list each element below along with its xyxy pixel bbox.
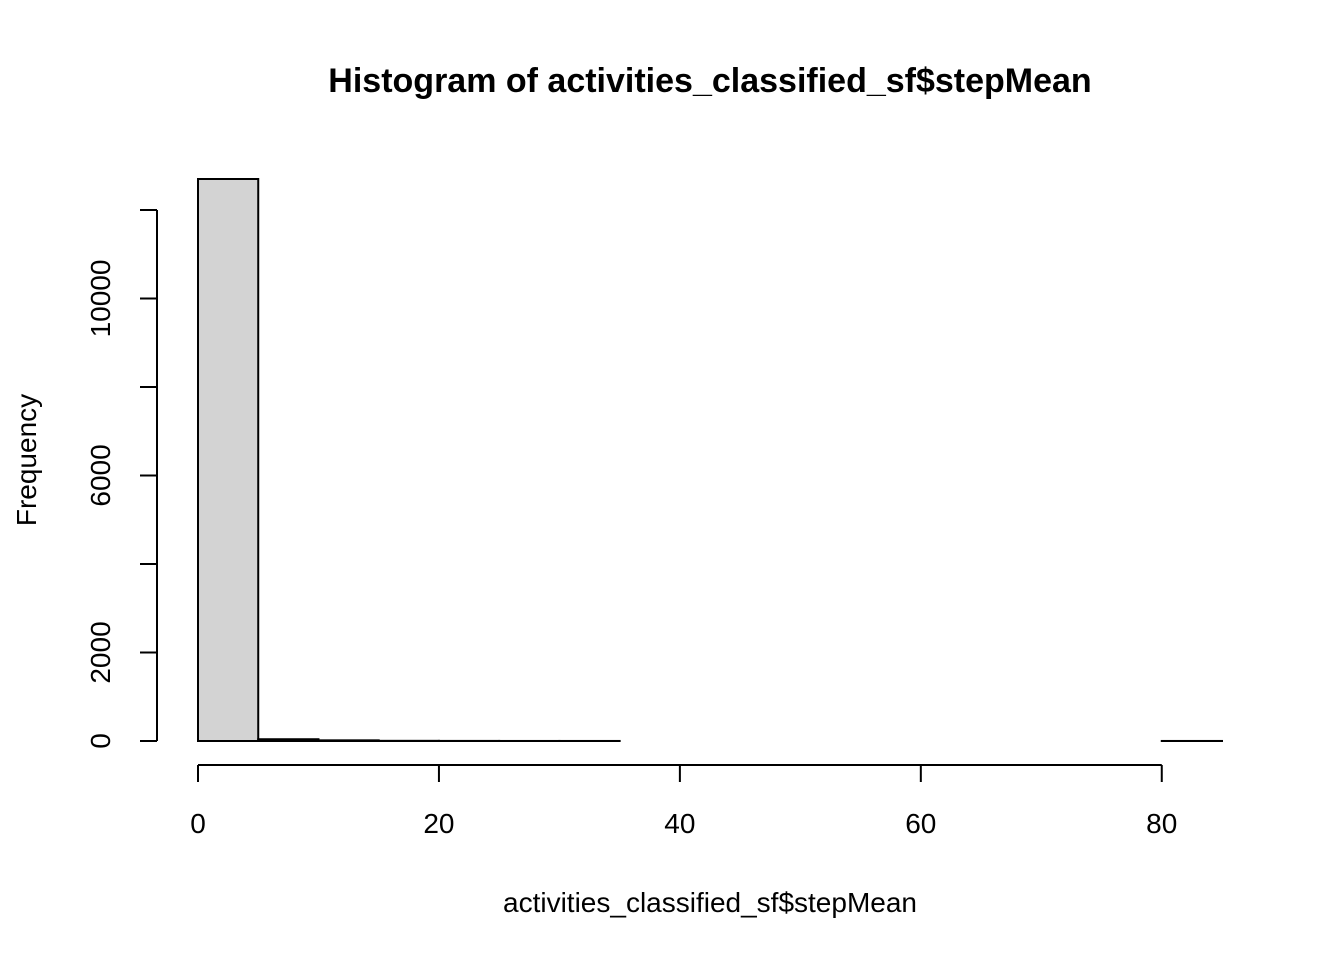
x-tick-label: 40	[664, 808, 695, 839]
histogram-bar	[257, 738, 320, 742]
x-axis-label: activities_classified_sf$stepMean	[503, 887, 917, 918]
chart-title: Histogram of activities_classified_sf$st…	[328, 62, 1091, 100]
y-axis: 0 2000 6000 10000	[85, 208, 158, 749]
y-tick-label: 0	[85, 733, 116, 749]
x-axis: 0 20 40 60 80	[190, 764, 1177, 839]
x-tick-label: 80	[1146, 808, 1177, 839]
y-tick-label: 2000	[85, 621, 116, 683]
x-tick-label: 0	[190, 808, 206, 839]
y-axis-label: Frequency	[11, 394, 42, 526]
x-tick-label: 60	[905, 808, 936, 839]
histogram-bar	[317, 739, 380, 743]
histogram-bars	[197, 178, 1223, 743]
x-tick-label: 20	[423, 808, 454, 839]
histogram-bar	[197, 178, 260, 742]
y-tick-label: 10000	[85, 260, 116, 338]
y-tick-label: 6000	[85, 444, 116, 506]
